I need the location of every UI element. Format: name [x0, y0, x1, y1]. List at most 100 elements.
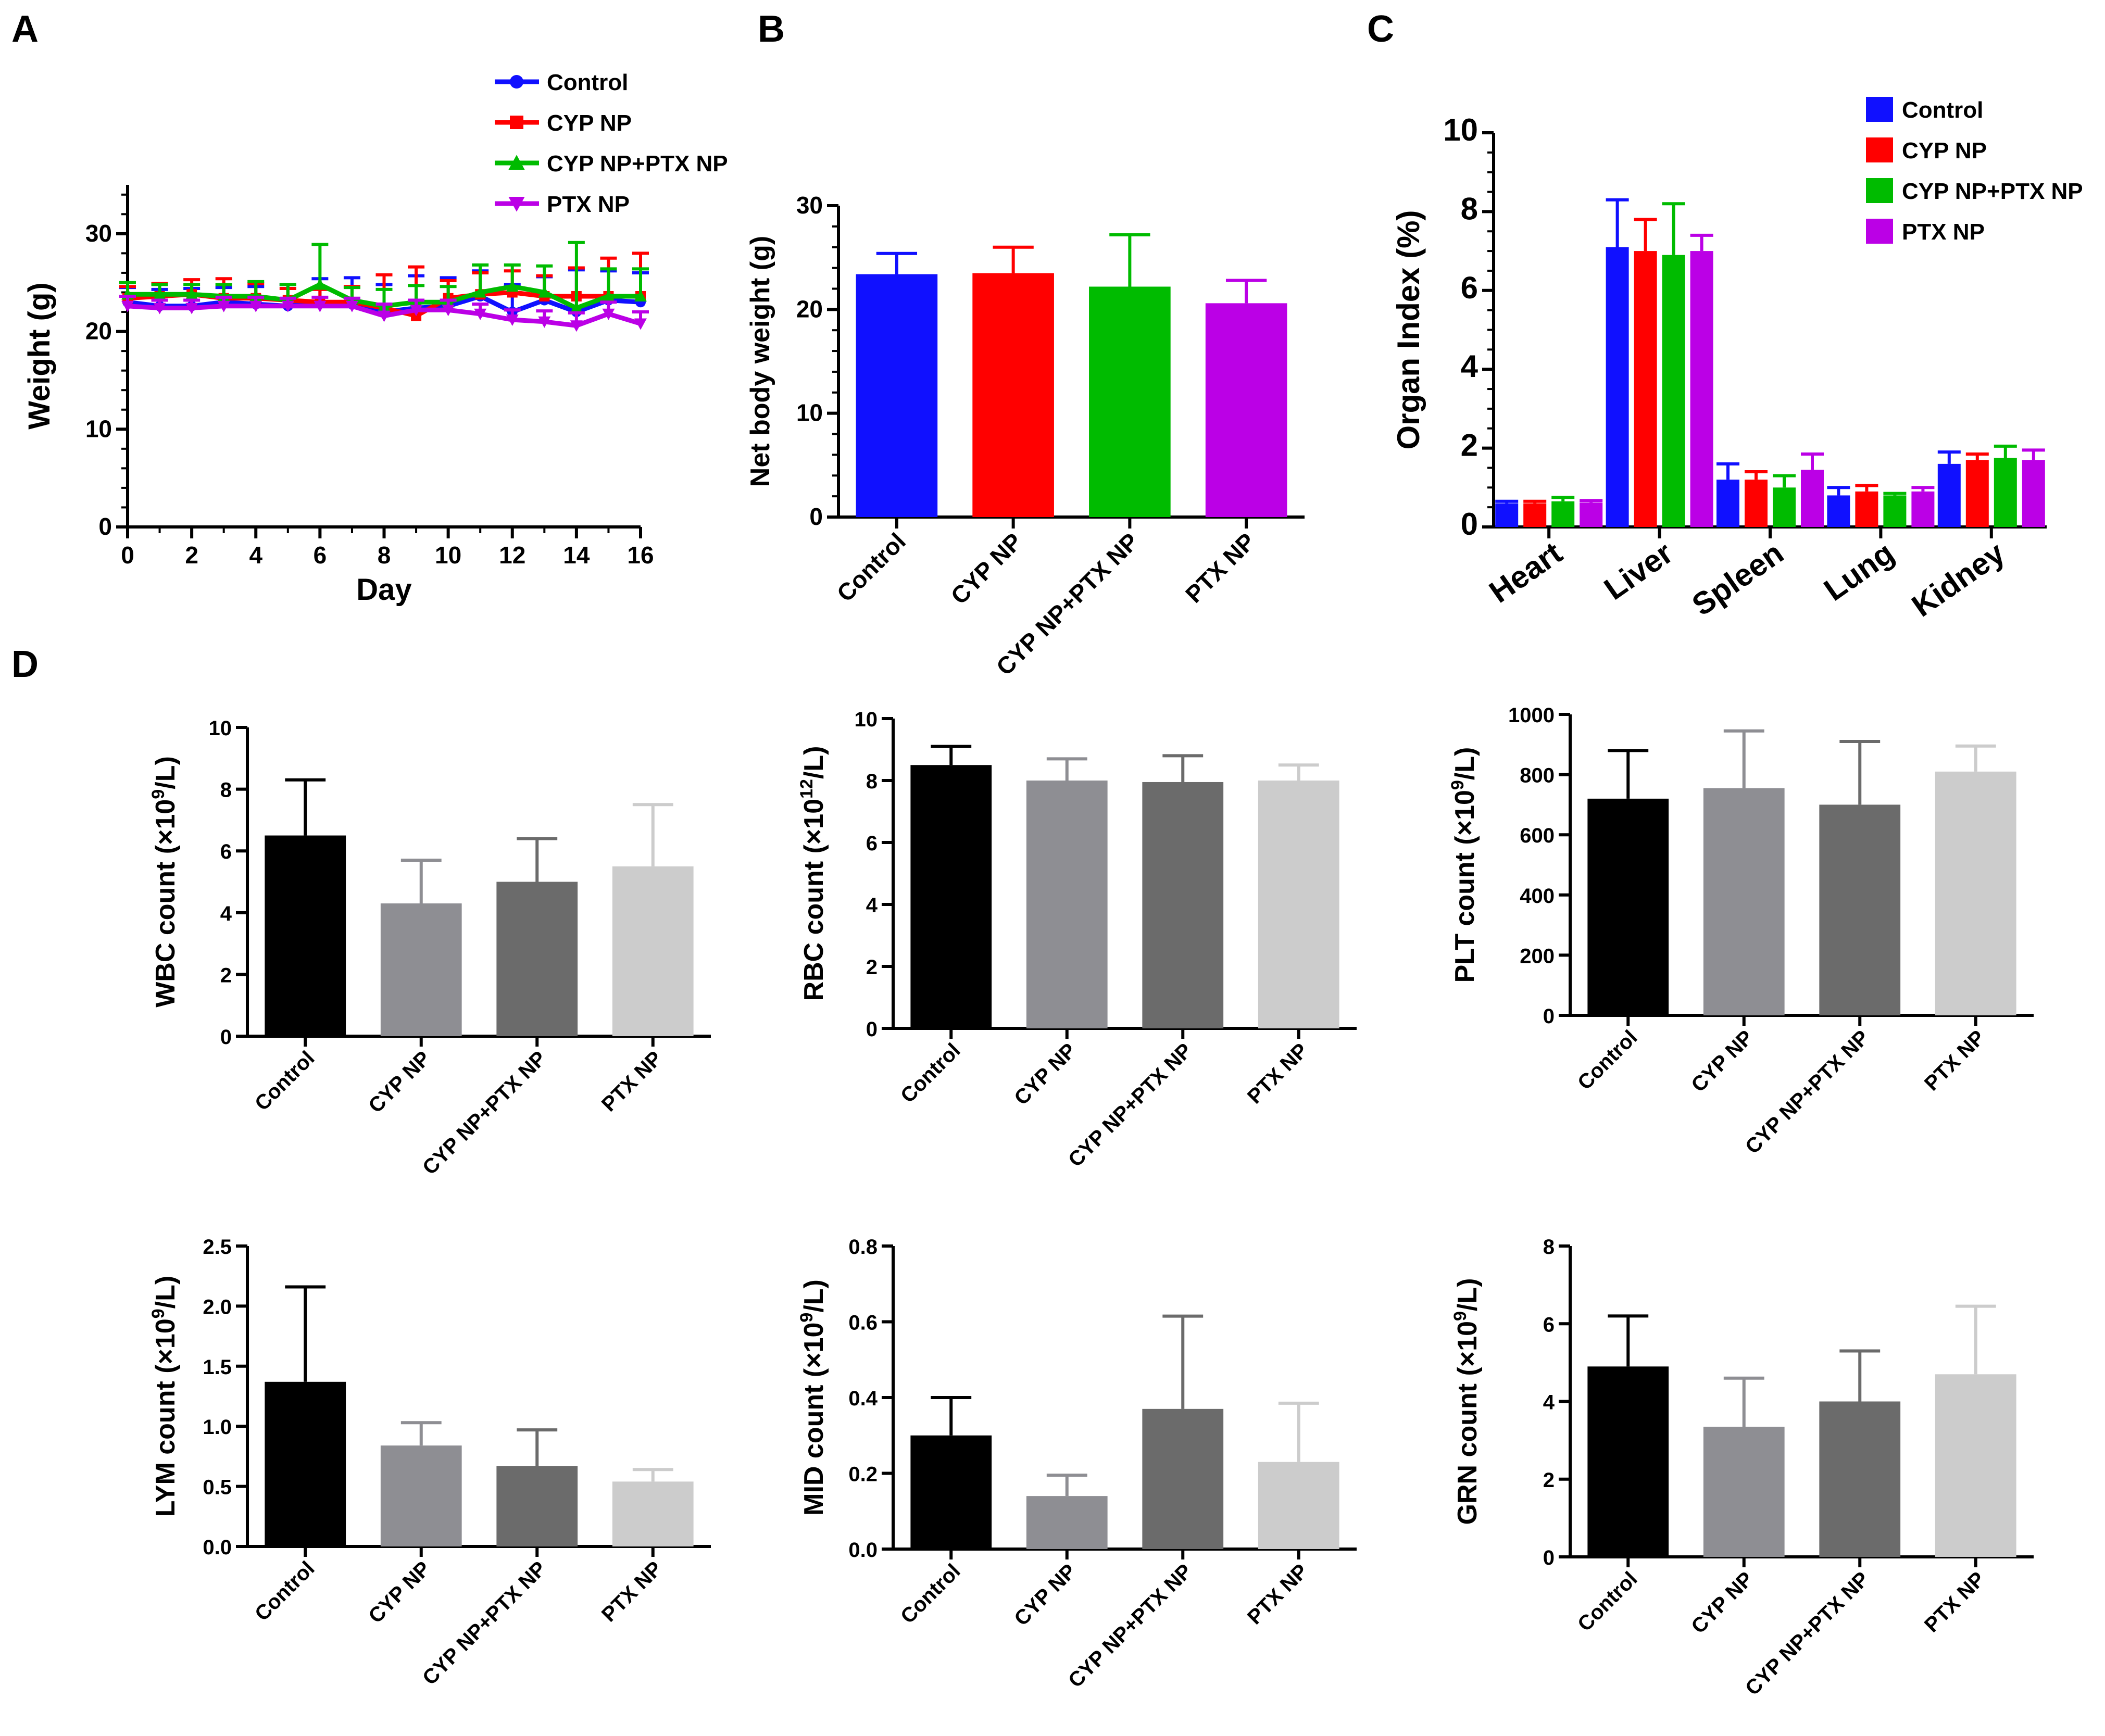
bar-control	[1587, 798, 1669, 1015]
y-tick-label: 600	[1520, 824, 1555, 847]
y-tick-label: 400	[1520, 885, 1555, 908]
data-point	[634, 318, 647, 330]
panel-label-b: B	[758, 8, 785, 50]
data-point	[153, 303, 166, 315]
bar-cyp-np	[1026, 781, 1108, 1028]
x-tick-label: CYP NP+PTX NP	[418, 1557, 551, 1690]
data-point	[314, 300, 327, 312]
y-tick-label: 0.4	[848, 1387, 878, 1410]
data-point	[602, 290, 615, 301]
y-tick-label: 8	[866, 770, 878, 793]
y-tick-label: 1.0	[203, 1416, 232, 1439]
y-tick-label: 0.5	[203, 1476, 232, 1499]
y-tick-label: 6	[866, 832, 878, 855]
bar-kidney-1	[1965, 460, 1989, 527]
x-tick-label: 4	[249, 542, 262, 569]
y-tick-label: 4	[220, 902, 232, 925]
y-tick-label: 0	[809, 503, 823, 530]
y-tick-label: 0	[1543, 1546, 1555, 1569]
bar-control	[265, 1381, 346, 1546]
legend-swatch	[1866, 178, 1893, 203]
x-tick-label: PTX NP	[1920, 1567, 1989, 1637]
chart-organ-index: 0 2 4 6 8 10 Heart Liver Spleen Lung Kidney Organ I…	[1391, 97, 2083, 623]
bar-ptx-np	[1205, 303, 1287, 517]
bar-ptx-np	[612, 1481, 694, 1546]
y-tick-label: 10	[1443, 112, 1478, 147]
x-tick-label: PTX NP	[597, 1557, 667, 1626]
y-axis-title-main: RBC count (×10	[799, 799, 829, 1001]
x-tick-label: CYP NP+PTX NP	[418, 1047, 551, 1179]
data-point	[410, 305, 423, 317]
x-tick-label: 8	[378, 542, 391, 569]
y-axis-title-superscript: 12	[797, 779, 817, 799]
legend: Control CYP NP CYP NP+PTX NP PTX NP	[1866, 97, 2083, 245]
data-point	[153, 288, 166, 300]
bar-spleen-0	[1716, 480, 1739, 527]
legend-label: PTX NP	[547, 192, 630, 217]
legend: Control CYP NP CYP NP+PTX NP PTX NP	[495, 70, 728, 217]
y-axis-title: PLT count (×109/L)	[1448, 747, 1480, 983]
y-tick-label: 10	[209, 717, 232, 740]
bar-liver-3	[1690, 251, 1713, 527]
x-tick-label: Kidney	[1906, 535, 2011, 623]
y-axis-title-superscript: 9	[797, 1313, 817, 1323]
x-tick-label: PTX NP	[1243, 1559, 1312, 1629]
x-tick-label: 16	[627, 542, 654, 569]
x-tick-label: Control	[832, 527, 911, 607]
y-tick-label: 0	[1543, 1005, 1555, 1028]
legend-marker	[508, 155, 525, 170]
bar-heart-2	[1551, 501, 1575, 527]
y-axis-title: WBC count (×109/L)	[148, 756, 181, 1008]
data-point	[506, 315, 519, 326]
y-tick-label: 0.0	[203, 1536, 232, 1559]
y-axis-title-unit: /L)	[1450, 747, 1480, 781]
bar-heart-0	[1495, 503, 1519, 527]
y-tick-label: 1.5	[203, 1356, 232, 1379]
legend-item: CYP NP+PTX NP	[1866, 178, 2083, 204]
data-point	[249, 300, 262, 312]
x-tick-label: PTX NP	[1180, 527, 1260, 608]
bar-control	[910, 765, 992, 1028]
x-tick-label: CYP NP	[1010, 1559, 1081, 1630]
y-axis-title: MID count (×109/L)	[797, 1279, 829, 1516]
legend-item: CYP NP+PTX NP	[495, 151, 728, 177]
data-point	[281, 300, 294, 312]
y-axis-title-superscript: 9	[1448, 780, 1468, 790]
x-tick-label: CYP NP	[945, 527, 1027, 609]
bar-heart-1	[1523, 503, 1547, 527]
bar-cyp-np-ptx-np	[1142, 1408, 1224, 1549]
y-axis-title-main: PLT count (×10	[1450, 790, 1480, 983]
bar-ptx-np	[1258, 781, 1339, 1028]
bar-cyp-np-ptx-np	[1819, 804, 1901, 1015]
bar-spleen-2	[1773, 487, 1796, 527]
y-tick-label: 2	[220, 964, 232, 987]
bar-ptx-np	[1935, 771, 2016, 1015]
y-tick-label: 20	[85, 318, 112, 345]
y-tick-label: 8	[220, 779, 232, 802]
x-tick-label: CYP NP+PTX NP	[1064, 1559, 1197, 1692]
y-tick-label: 0.6	[848, 1312, 878, 1335]
x-tick-label: Lung	[1818, 535, 1900, 608]
legend-item: Control	[495, 70, 628, 95]
legend-marker	[510, 116, 523, 129]
x-tick-label: PTX NP	[1243, 1039, 1312, 1108]
legend-swatch	[1866, 219, 1893, 244]
y-axis-title-main: LYM count (×10	[151, 1318, 181, 1517]
legend-item: PTX NP	[495, 192, 630, 217]
y-tick-label: 0.8	[848, 1236, 878, 1259]
x-tick-label: 6	[314, 542, 327, 569]
y-axis-title-unit: /L)	[151, 1276, 181, 1309]
data-point	[474, 308, 487, 320]
bar-control	[265, 835, 346, 1036]
y-axis-title: Weight (g)	[22, 282, 56, 429]
x-tick-label: CYP NP+PTX NP	[1741, 1567, 1874, 1700]
legend-item: PTX NP	[1866, 219, 1985, 245]
legend-label: PTX NP	[1902, 219, 1985, 245]
data-point	[345, 300, 358, 312]
legend-label: CYP NP	[1902, 138, 1987, 163]
